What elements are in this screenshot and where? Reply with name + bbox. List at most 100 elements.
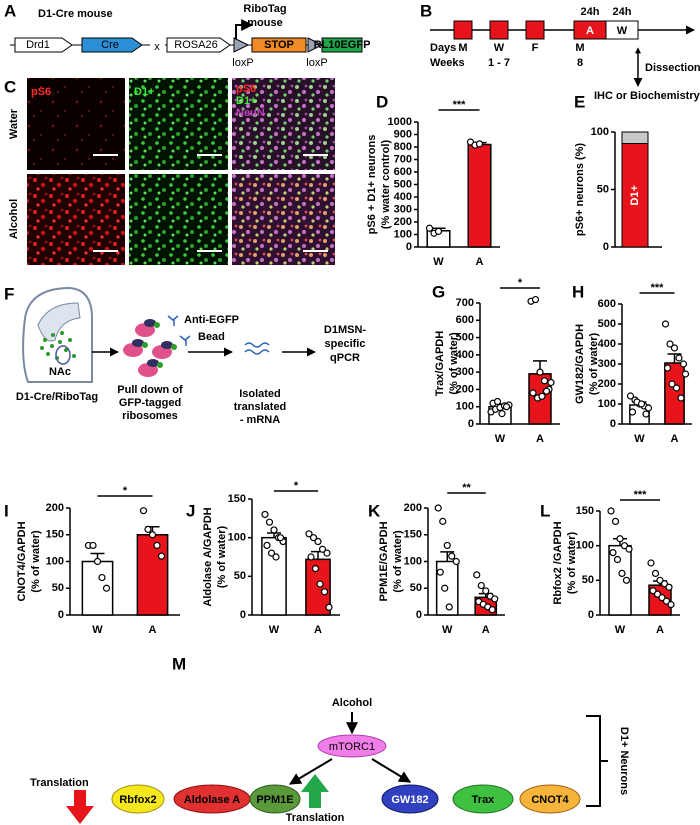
micrograph — [232, 174, 335, 265]
y-axis-label: pS6+ neurons (%) — [574, 143, 586, 237]
data-point — [261, 510, 269, 519]
data-point — [448, 552, 456, 560]
data-point — [647, 559, 655, 567]
y-tick-label: 800 — [394, 141, 412, 153]
panel-label: D — [376, 92, 388, 111]
row-label: Alcohol — [8, 199, 20, 239]
target-label: PPM1E — [256, 794, 293, 806]
y-tick-label: 400 — [598, 338, 616, 350]
data-point — [677, 394, 685, 402]
data-point — [144, 525, 152, 534]
data-point — [529, 389, 537, 397]
y-tick-label: 100 — [591, 126, 609, 138]
significance-label: ** — [462, 482, 471, 494]
target-label: GW182 — [391, 794, 428, 806]
step-label: qPCR — [330, 352, 360, 364]
cell-label: D1+ Neurons — [618, 727, 630, 795]
data-point — [452, 557, 460, 566]
data-point — [434, 504, 442, 512]
data-point — [661, 320, 670, 328]
y-tick-label: 500 — [394, 178, 412, 190]
y-tick-label: 200 — [394, 216, 412, 228]
data-point — [628, 408, 637, 416]
panel-label: L — [540, 501, 550, 520]
panel-label: J — [186, 501, 195, 520]
chart-panel: J Aldolase A/GAPDH (% of water) 0 50 100 150 W A… — [186, 480, 340, 636]
y-tick-label: 600 — [598, 298, 616, 310]
y-axis-label: (% of water) — [216, 525, 228, 588]
reporter-box — [321, 37, 363, 53]
panel-label: E — [574, 92, 585, 111]
y-tick-label: 50 — [410, 582, 422, 594]
up-arrow — [301, 774, 329, 808]
reporter-label: RL10EGFP — [314, 39, 371, 51]
data-point — [625, 545, 633, 553]
effect-label: Translation — [30, 777, 89, 789]
y-tick-label: 900 — [394, 128, 412, 140]
data-point — [668, 380, 676, 388]
data-point — [531, 295, 540, 304]
y-tick-label: 400 — [456, 349, 474, 361]
row-label: Weeks — [430, 57, 465, 69]
y-tick-label: 0 — [58, 609, 64, 621]
micrograph — [27, 174, 125, 265]
panel-label: B — [420, 1, 432, 20]
bar — [136, 534, 169, 616]
data-point — [609, 548, 617, 557]
data-point — [488, 606, 496, 614]
duration-label: 24h — [581, 6, 600, 18]
data-point — [611, 517, 620, 526]
loxp-label: loxP — [232, 57, 253, 69]
y-tick-label: 200 — [46, 502, 64, 514]
y-tick-label: 50 — [234, 570, 246, 582]
x-tick-label: W — [495, 433, 506, 445]
data-point — [616, 535, 624, 543]
hub-node — [317, 734, 387, 758]
session-block — [489, 20, 509, 40]
construct-title: D1-Cre mouse — [38, 8, 113, 20]
data-point — [644, 404, 653, 412]
data-point — [139, 507, 148, 515]
channel-label: pS6 — [236, 83, 256, 95]
target-node — [111, 784, 165, 814]
antibody-icon — [167, 315, 191, 346]
x-tick-label: W — [615, 624, 626, 636]
data-point — [637, 400, 646, 408]
y-tick-label: 50 — [52, 582, 64, 594]
y-tick-label: 300 — [598, 358, 616, 370]
y-tick-label: 100 — [598, 398, 616, 410]
panel-f: F NAc D1-Cre/RiboTag Anti-EGFP Bead Pull… — [4, 284, 366, 425]
panel-c: C pS6 D1+ pS6 D1+ NeuN Water Alcohol — [4, 77, 335, 265]
y-tick-label: 200 — [598, 378, 616, 390]
data-point — [89, 541, 97, 550]
data-point — [323, 549, 331, 557]
panel-label: H — [572, 282, 584, 301]
data-point — [436, 568, 444, 576]
data-point — [434, 227, 443, 235]
y-tick-label: 500 — [598, 318, 616, 330]
data-point — [157, 552, 166, 560]
y-tick-label: 100 — [394, 228, 412, 240]
loxp-site — [307, 37, 324, 53]
step-label: - mRNA — [240, 414, 280, 426]
data-point — [642, 410, 650, 418]
region-label: NAc — [49, 366, 71, 378]
loxp-site — [233, 37, 250, 53]
panel-label: A — [4, 1, 16, 20]
data-point — [666, 340, 674, 348]
locus-label: ROSA26 — [174, 39, 217, 51]
x-tick-label: W — [92, 624, 103, 636]
pathway-arrow — [371, 758, 412, 783]
assay-label: IHC or Biochemistry — [594, 90, 700, 102]
model-label: D1-Cre/RiboTag — [16, 391, 98, 403]
data-point — [670, 344, 679, 352]
data-point — [491, 595, 499, 603]
target-node — [381, 784, 439, 814]
data-point — [272, 553, 280, 561]
session-block — [525, 20, 545, 40]
y-tick-label: 100 — [576, 540, 594, 552]
x-tick-label: A — [536, 433, 544, 445]
data-point — [441, 584, 449, 592]
